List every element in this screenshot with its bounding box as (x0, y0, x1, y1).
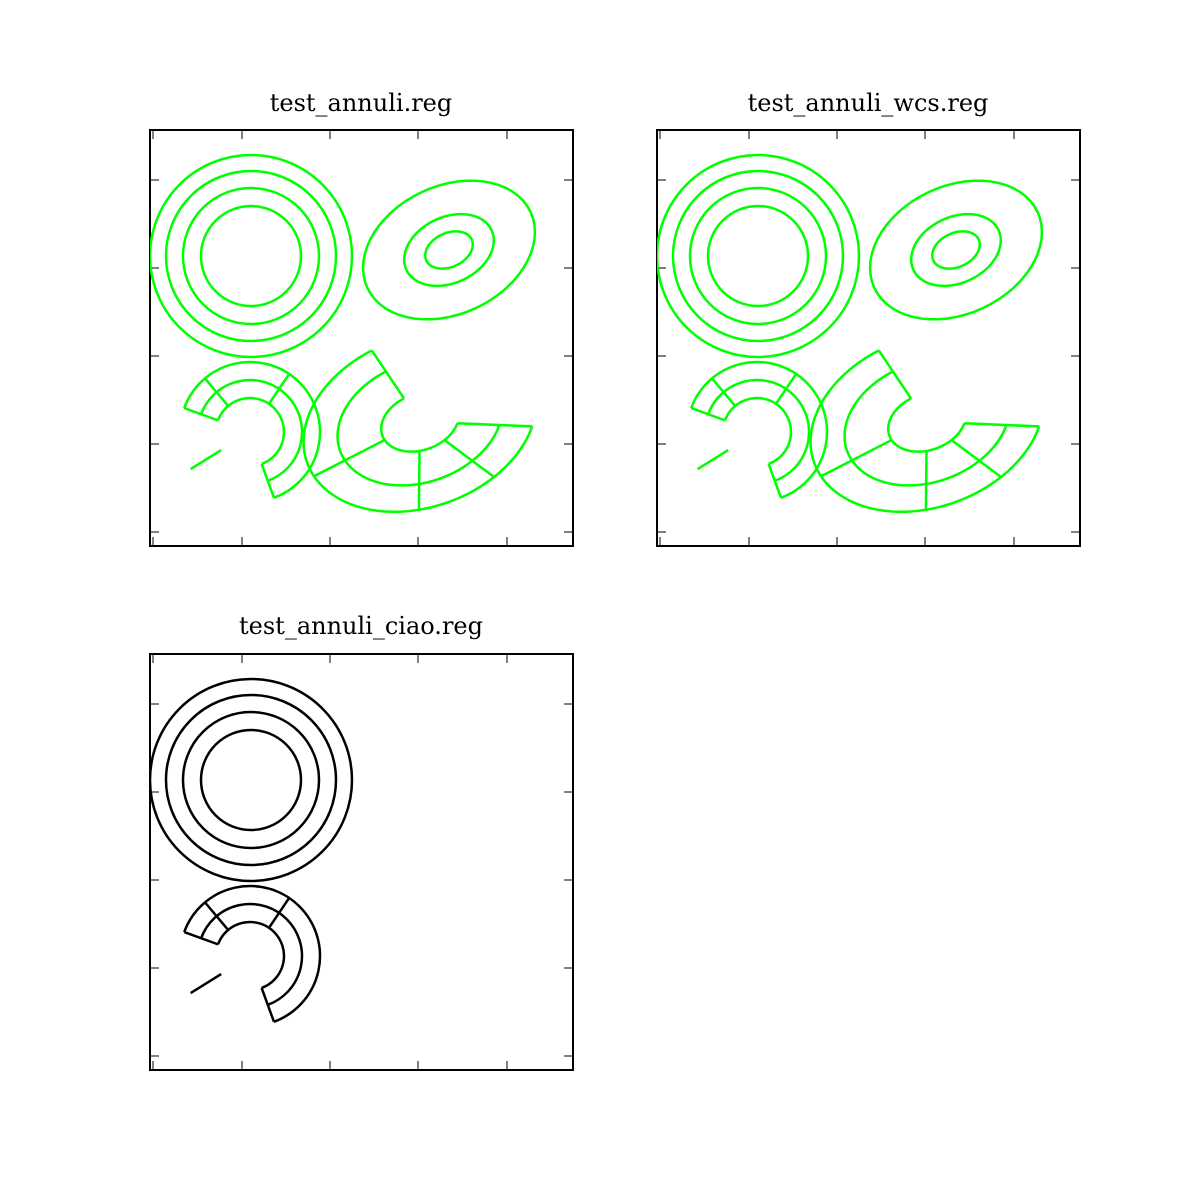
panel-test-annuli-ciao (149, 653, 574, 1071)
panda-spoke (774, 373, 798, 405)
epanda-arc (336, 370, 501, 487)
panda-spoke (183, 930, 219, 946)
ellipse-ring (402, 212, 496, 288)
ellipse-ring (361, 179, 537, 321)
panda-spoke (204, 901, 230, 931)
epanda-arc (809, 349, 1041, 514)
epanda-arc (379, 397, 459, 453)
epanda-spoke (417, 450, 421, 510)
region-shapes (657, 153, 1044, 514)
panda-arc (199, 902, 304, 1007)
annulus-ring (706, 204, 810, 308)
axes-frame (149, 653, 574, 1071)
region-shapes (150, 677, 354, 1023)
panda-arc (706, 378, 811, 483)
epanda-arc (843, 370, 1008, 487)
panda-arc (690, 360, 829, 499)
axes-frame (656, 129, 1081, 547)
epanda-spoke (964, 422, 1040, 428)
ellipse-ring (423, 230, 475, 270)
epanda-arc (886, 397, 966, 453)
panda-spoke (711, 377, 737, 407)
epanda-spoke (457, 422, 533, 428)
panel-test-annuli (149, 129, 574, 547)
annulus-ring (164, 169, 338, 343)
panda-spoke (260, 987, 276, 1023)
axes-frame (149, 129, 574, 547)
epanda-spoke (950, 439, 1002, 479)
panda-spoke (189, 448, 222, 471)
panda-arc (199, 378, 304, 483)
panel-title: test_annuli_ciao.reg (239, 612, 483, 640)
panda-arc (723, 396, 793, 466)
panel-test-annuli-wcs (656, 129, 1081, 547)
panel-title: test_annuli_wcs.reg (748, 89, 989, 117)
panda-spoke (267, 897, 291, 929)
epanda-arc (302, 349, 534, 514)
panda-spoke (267, 373, 291, 405)
panda-spoke (260, 463, 276, 499)
ellipse-ring (909, 212, 1003, 288)
panda-arc (216, 920, 286, 990)
annulus-ring (181, 186, 321, 326)
panda-shape (183, 360, 322, 499)
annulus-ring (199, 728, 303, 832)
panda-spoke (204, 377, 230, 407)
panda-spoke (767, 463, 783, 499)
ellipse-ring (930, 230, 982, 270)
annulus-ring (150, 677, 354, 883)
panel-title: test_annuli.reg (270, 89, 453, 117)
panda-arc (183, 884, 322, 1023)
panda-spoke (183, 406, 219, 422)
epanda-shape (302, 349, 534, 514)
annulus-ring (199, 204, 303, 308)
panda-spoke (690, 406, 726, 422)
annulus-ring (181, 710, 321, 850)
panda-shape (690, 360, 829, 499)
epanda-shape (809, 349, 1041, 514)
annulus-ring (164, 693, 338, 867)
region-shapes (150, 153, 537, 514)
panda-spoke (189, 972, 222, 995)
panda-spoke (696, 448, 729, 471)
annulus-ring (671, 169, 845, 343)
panda-shape (183, 884, 322, 1023)
panda-arc (216, 396, 286, 466)
annulus-ring (657, 153, 861, 359)
annulus-ring (150, 153, 354, 359)
ellipse-ring (868, 179, 1044, 321)
epanda-spoke (820, 438, 893, 478)
panda-arc (183, 360, 322, 499)
epanda-spoke (370, 349, 406, 400)
epanda-spoke (924, 450, 928, 510)
annulus-ring (688, 186, 828, 326)
epanda-spoke (443, 439, 495, 479)
epanda-spoke (313, 438, 386, 478)
epanda-spoke (877, 349, 913, 400)
